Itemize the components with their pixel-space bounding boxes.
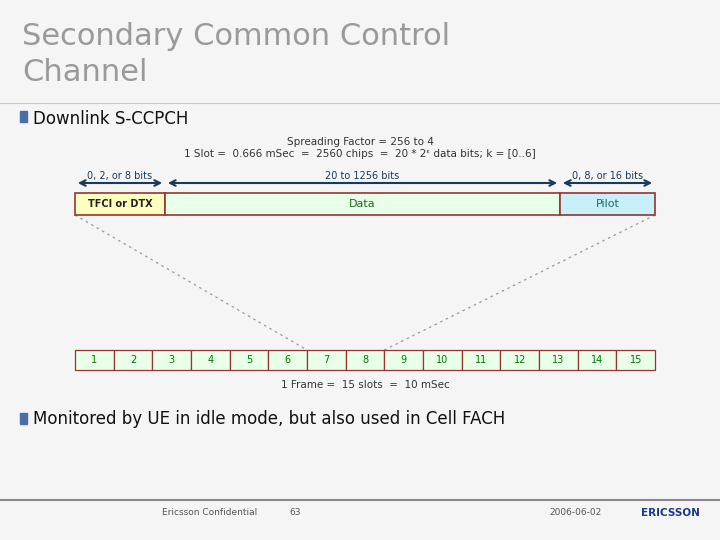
Bar — [346, 350, 384, 370]
Bar — [114, 350, 153, 370]
Text: 1 Frame =  15 slots  =  10 mSec: 1 Frame = 15 slots = 10 mSec — [281, 380, 449, 390]
Bar — [153, 350, 191, 370]
Bar — [616, 350, 655, 370]
Bar — [230, 350, 269, 370]
Text: 2: 2 — [130, 355, 136, 365]
Bar — [191, 350, 230, 370]
Bar — [384, 350, 423, 370]
Text: 11: 11 — [475, 355, 487, 365]
Bar — [560, 193, 655, 215]
Text: Secondary Common Control: Secondary Common Control — [22, 22, 450, 51]
Text: Pilot: Pilot — [595, 199, 619, 209]
Text: TFCI or DTX: TFCI or DTX — [88, 199, 153, 209]
Bar — [20, 413, 27, 424]
Text: 63: 63 — [289, 508, 301, 517]
Bar — [75, 350, 114, 370]
Text: 15: 15 — [629, 355, 642, 365]
Bar — [307, 350, 346, 370]
Text: 2006-06-02: 2006-06-02 — [549, 508, 601, 517]
Text: 12: 12 — [513, 355, 526, 365]
Text: Monitored by UE in idle mode, but also used in Cell FACH: Monitored by UE in idle mode, but also u… — [33, 410, 505, 428]
Text: 0, 2, or 8 bits: 0, 2, or 8 bits — [87, 171, 153, 181]
Text: 4: 4 — [207, 355, 213, 365]
Text: 14: 14 — [591, 355, 603, 365]
Text: 13: 13 — [552, 355, 564, 365]
Bar — [577, 350, 616, 370]
Bar — [165, 193, 560, 215]
Bar — [500, 350, 539, 370]
Bar — [75, 193, 165, 215]
Bar — [462, 350, 500, 370]
Text: Channel: Channel — [22, 58, 148, 87]
Text: 0, 8, or 16 bits: 0, 8, or 16 bits — [572, 171, 643, 181]
Bar — [539, 350, 577, 370]
Text: Data: Data — [349, 199, 376, 209]
Text: 10: 10 — [436, 355, 449, 365]
Text: 1 Slot =  0.666 mSec  =  2560 chips  =  20 * 2ᵋ data bits; k = [0..6]: 1 Slot = 0.666 mSec = 2560 chips = 20 * … — [184, 149, 536, 159]
Text: 20 to 1256 bits: 20 to 1256 bits — [325, 171, 400, 181]
Bar — [269, 350, 307, 370]
Text: ERICSSON: ERICSSON — [641, 508, 699, 518]
Text: Spreading Factor = 256 to 4: Spreading Factor = 256 to 4 — [287, 137, 433, 147]
Bar — [423, 350, 462, 370]
Text: 6: 6 — [284, 355, 291, 365]
Text: 5: 5 — [246, 355, 252, 365]
Text: Ericsson Confidential: Ericsson Confidential — [163, 508, 258, 517]
Text: 8: 8 — [362, 355, 368, 365]
Text: 7: 7 — [323, 355, 330, 365]
Bar — [20, 111, 27, 122]
Text: 9: 9 — [400, 355, 407, 365]
Text: Downlink S-CCPCH: Downlink S-CCPCH — [33, 110, 189, 128]
Text: 3: 3 — [168, 355, 175, 365]
Text: 1: 1 — [91, 355, 97, 365]
